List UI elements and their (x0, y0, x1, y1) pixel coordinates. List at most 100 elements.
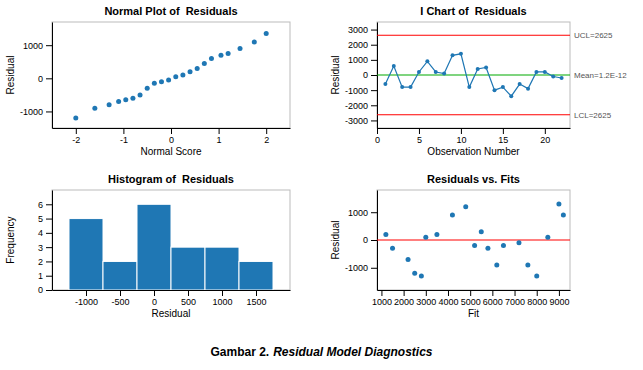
x-axis: 05101520 (375, 128, 571, 145)
y-tick-mark (46, 204, 52, 205)
x-tick-label: 8000 (527, 297, 547, 307)
x-axis-line (378, 290, 571, 291)
point (116, 99, 121, 104)
x-tick: -2 (72, 128, 80, 145)
x-tick-mark (426, 290, 427, 296)
x-tick-mark (266, 128, 267, 134)
x-tick-label: -1 (120, 135, 128, 145)
x-tick-label: 500 (181, 297, 196, 307)
y-tick: 3 (38, 243, 52, 253)
marker (484, 65, 488, 69)
y-tick: 0 (363, 70, 377, 80)
y-tick-mark (371, 30, 377, 31)
y-tick-mark (371, 268, 377, 269)
y-tick: 1000 (23, 41, 52, 51)
point (516, 240, 521, 245)
point (152, 81, 157, 86)
y-tick-label: 0 (363, 235, 368, 245)
x-tick: 15 (498, 128, 508, 145)
x-tick: -1 (120, 128, 128, 145)
point (485, 246, 490, 251)
point (419, 274, 424, 279)
chart-title: I Chart of Residuals (420, 5, 526, 17)
y-tick-mark (46, 261, 52, 262)
x-tick: 10 (456, 128, 466, 145)
point (130, 96, 135, 101)
x-tick: 2 (264, 128, 269, 145)
point (472, 243, 477, 248)
y-tick: 1 (38, 271, 52, 281)
y-tick: -3000 (345, 116, 377, 126)
x-axis-title: Fit (468, 308, 479, 319)
x-tick-mark (120, 290, 121, 296)
x-tick-mark (188, 290, 189, 296)
y-tick: 0 (363, 235, 377, 245)
caption: Gambar 2.Residual Model Diagnostics (210, 345, 432, 359)
x-tick: 6000 (483, 290, 503, 307)
marker (459, 52, 463, 56)
point (180, 73, 185, 78)
y-tick-mark (371, 120, 377, 121)
point (525, 263, 530, 268)
x-tick-label: -2 (72, 135, 80, 145)
y-tick-mark (371, 240, 377, 241)
x-tick: 8000 (527, 290, 547, 307)
y-axis-title: Frequency (5, 216, 16, 263)
x-tick-mark (404, 290, 405, 296)
point (159, 79, 164, 84)
x-tick-label: 1000 (372, 297, 392, 307)
x-tick: 0 (169, 128, 174, 145)
y-tick-label: -1000 (345, 86, 368, 96)
y-tick-label: 3000 (348, 25, 368, 35)
x-tick-label: -1000 (75, 297, 98, 307)
y-tick: -2000 (345, 101, 377, 111)
x-tick: 1000 (372, 290, 392, 307)
point (209, 56, 214, 61)
plot-frame (52, 22, 290, 128)
bar (205, 247, 239, 290)
x-axis: 100020003000400050006000700080009000 (372, 290, 571, 307)
y-tick-mark (46, 290, 52, 291)
marker (425, 59, 429, 63)
point (202, 61, 207, 66)
x-axis-title: Residual (152, 308, 191, 319)
y-tick-label: 0 (38, 74, 43, 84)
caption-bold: Gambar 2. (210, 345, 269, 359)
point (412, 271, 417, 276)
point (264, 31, 269, 36)
marker (442, 71, 446, 75)
y-tick-mark (46, 247, 52, 248)
x-tick-mark (154, 290, 155, 296)
panel: 05101520-3000-2000-10000100020003000I Ch… (330, 5, 627, 157)
marker (417, 70, 421, 74)
x-tick-label: -500 (111, 297, 129, 307)
reference-line (377, 35, 570, 36)
y-tick: 1000 (348, 55, 377, 65)
y-tick-label: 6 (38, 200, 43, 210)
x-tick-mark (503, 128, 504, 134)
x-tick-label: 5 (417, 135, 422, 145)
y-tick-label: 1000 (348, 208, 368, 218)
chart-title: Residuals vs. Fits (427, 173, 520, 185)
bar (69, 219, 103, 290)
x-axis-line (53, 290, 291, 291)
marker (467, 85, 471, 89)
y-tick-label: -3000 (345, 116, 368, 126)
point (545, 235, 550, 240)
y-tick-label: -1000 (20, 107, 43, 117)
point (383, 232, 388, 237)
x-tick-mark (171, 128, 172, 134)
y-tick-mark (371, 105, 377, 106)
x-tick-label: 3000 (416, 297, 436, 307)
x-tick-mark (545, 128, 546, 134)
y-axis-title: Residual (330, 56, 341, 95)
y-tick-label: 2000 (348, 40, 368, 50)
x-tick: 500 (181, 290, 196, 307)
y-axis: -100001000 (345, 191, 378, 291)
marker (560, 76, 564, 80)
x-tick-mark (222, 290, 223, 296)
x-tick-mark (492, 290, 493, 296)
x-tick-mark (123, 128, 124, 134)
y-tick: 6 (38, 200, 52, 210)
plot-frame (377, 22, 570, 128)
